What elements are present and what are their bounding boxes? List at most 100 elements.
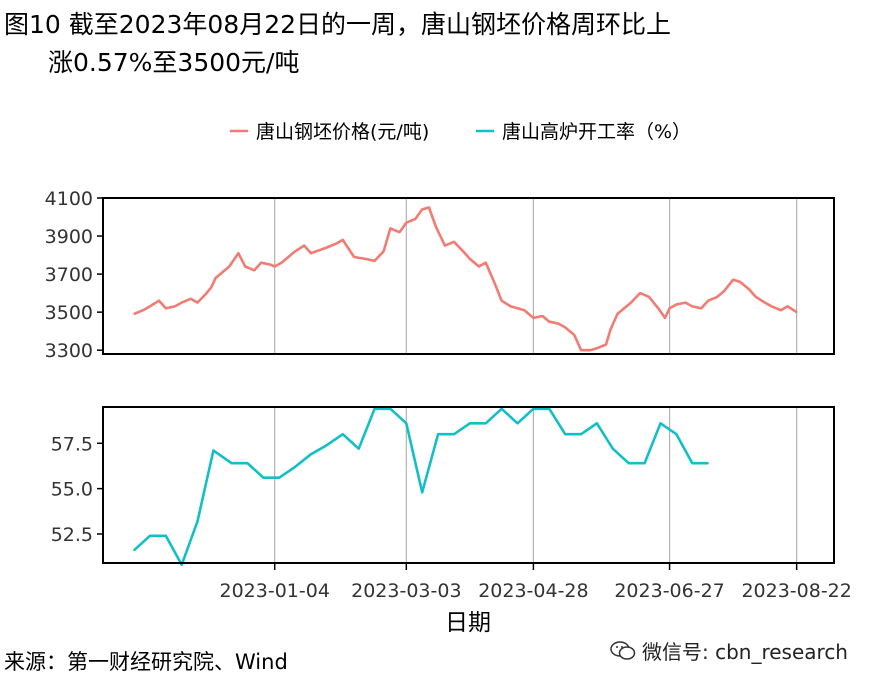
x-axis-label: 日期 [445, 610, 491, 636]
point-price-18 [269, 263, 272, 266]
point-rate-32 [643, 462, 646, 465]
point-price-66 [657, 307, 659, 310]
point-rate-20 [453, 433, 455, 436]
point-price-52 [548, 320, 551, 323]
panel-frame-rate [102, 406, 835, 564]
point-price-33 [398, 231, 401, 233]
xtick-label-4: 2023-08-22 [741, 580, 851, 602]
point-rate-16 [389, 408, 392, 410]
point-rate-4 [196, 520, 199, 523]
watermark-text: 微信号: cbn_research [642, 640, 848, 664]
point-price-21 [287, 256, 290, 258]
xtick-label-2: 2023-04-28 [478, 580, 588, 602]
point-price-44 [485, 261, 487, 264]
point-price-65 [648, 296, 650, 298]
point-rate-34 [675, 433, 678, 436]
point-price-25 [326, 246, 328, 249]
point-price-61 [616, 313, 619, 315]
point-rate-2 [165, 535, 167, 537]
point-rate-9 [278, 476, 281, 479]
point-rate-28 [580, 433, 582, 436]
point-price-28 [353, 256, 355, 258]
point-price-30 [373, 260, 376, 262]
point-rate-10 [294, 466, 296, 468]
point-price-78 [748, 288, 750, 291]
point-rate-18 [421, 491, 424, 494]
point-price-57 [589, 349, 591, 352]
point-price-15 [244, 265, 246, 268]
point-rate-12 [326, 444, 328, 446]
point-price-12 [221, 271, 224, 274]
point-price-82 [780, 309, 782, 312]
point-rate-11 [310, 453, 312, 456]
point-price-83 [786, 305, 789, 308]
point-price-73 [707, 299, 709, 302]
point-price-55 [573, 334, 576, 336]
point-rate-29 [596, 422, 598, 425]
point-rate-22 [485, 422, 487, 425]
point-price-53 [557, 322, 560, 325]
point-price-32 [389, 227, 392, 230]
wechat-icon [610, 640, 636, 660]
point-price-45 [494, 282, 496, 285]
panel-frame-price [102, 197, 835, 355]
point-price-72 [700, 307, 703, 310]
point-price-23 [303, 244, 306, 247]
point-price-50 [532, 317, 535, 319]
source-note: 来源：第一财经研究院、Wind [4, 650, 288, 674]
figure-number: 图10 [4, 10, 61, 39]
ytick-label-price-2: 3700 [45, 264, 93, 286]
ytick-label-rate-1: 55.0 [51, 479, 93, 501]
point-price-81 [770, 305, 773, 308]
point-price-84 [795, 311, 798, 313]
point-price-3 [158, 299, 160, 302]
point-rate-6 [230, 462, 233, 465]
point-price-47 [509, 305, 512, 308]
point-rate-35 [691, 462, 694, 465]
point-rate-15 [373, 408, 376, 410]
point-rate-23 [500, 408, 503, 410]
point-price-37 [428, 206, 430, 209]
point-rate-7 [246, 462, 249, 465]
point-price-63 [630, 301, 632, 304]
point-price-9 [205, 292, 208, 294]
ytick-label-price-0: 3300 [45, 340, 93, 362]
point-rate-8 [262, 476, 265, 479]
point-price-7 [189, 298, 192, 300]
point-price-58 [596, 347, 598, 350]
point-price-27 [342, 239, 344, 241]
point-rate-5 [212, 449, 215, 452]
point-rate-14 [357, 447, 360, 450]
point-price-35 [414, 218, 417, 220]
point-price-56 [580, 349, 582, 352]
point-price-5 [174, 305, 176, 308]
xtick-label-1: 2023-03-03 [351, 580, 461, 602]
point-price-16 [253, 269, 256, 272]
x-axis: 2023-01-04 2023-03-03 2023-04-28 2023-06-27… [219, 563, 852, 602]
point-price-8 [196, 301, 199, 304]
legend: 唐山钢坯价格(元/吨) 唐山高炉开工率（%） [230, 121, 691, 143]
point-price-10 [210, 286, 212, 289]
point-price-77 [739, 280, 741, 283]
point-price-20 [280, 261, 283, 264]
point-price-29 [364, 258, 367, 260]
point-rate-33 [659, 422, 662, 425]
point-price-59 [605, 343, 607, 346]
point-price-74 [716, 296, 718, 298]
point-price-11 [214, 277, 217, 279]
point-price-71 [691, 305, 694, 308]
point-price-69 [675, 303, 678, 306]
point-rate-27 [564, 433, 566, 436]
price-panel: 3300 3500 3700 3900 4100 [45, 188, 835, 362]
point-price-17 [260, 261, 262, 264]
point-price-39 [444, 244, 446, 247]
point-price-76 [732, 279, 734, 281]
point-price-79 [755, 296, 757, 298]
point-price-22 [294, 250, 296, 253]
ytick-label-rate-2: 57.5 [51, 433, 93, 455]
point-price-46 [500, 299, 503, 302]
legend-rate-label: 唐山高炉开工率（%） [502, 121, 691, 143]
point-rate-1 [149, 535, 151, 537]
point-price-2 [149, 305, 151, 308]
